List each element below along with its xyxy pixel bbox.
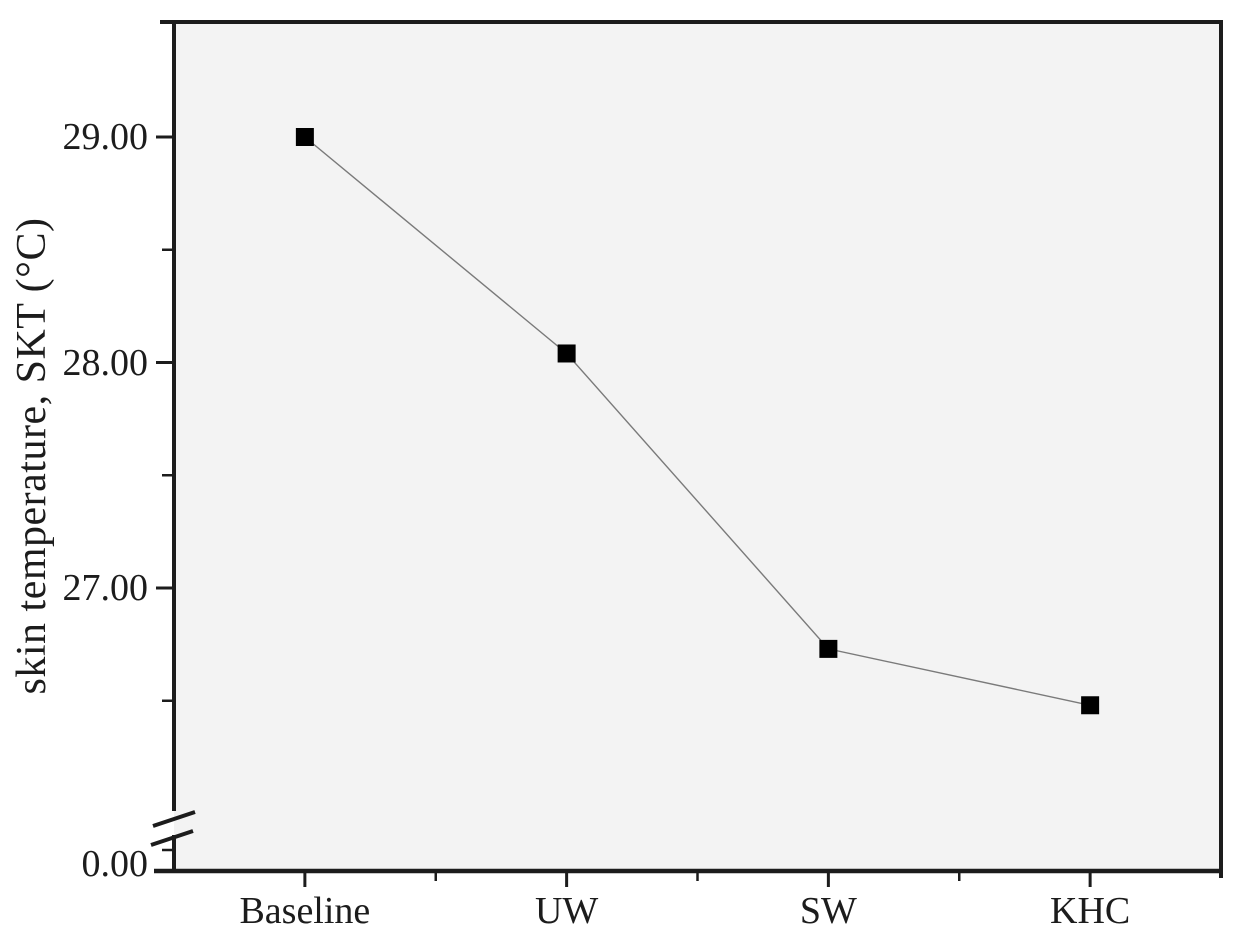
series-line (304, 136, 1091, 706)
x-category-label-sw: SW (799, 890, 857, 932)
y-tick-label-0-00: 0.00 (81, 843, 149, 885)
data-point-sw (819, 639, 838, 658)
y-tick-label-28-00: 28.00 (62, 341, 149, 384)
data-point-baseline (295, 128, 314, 146)
x-category-label-baseline: Baseline (239, 890, 371, 932)
y-axis-break-slash-lower (150, 829, 194, 847)
x-category-label-khc: KHC (1050, 890, 1131, 932)
x-category-label-uw: UW (534, 890, 599, 932)
data-point-uw (557, 344, 576, 363)
y-axis-break-slash-upper (152, 810, 196, 828)
data-point-khc (1081, 696, 1100, 715)
y-axis-title: skin temperature, SKT (°C) (9, 217, 55, 695)
plot-area-background (174, 22, 1221, 871)
y-tick-label-29-00: 29.00 (62, 116, 149, 158)
y-tick-label-27-00: 27.00 (62, 567, 149, 609)
